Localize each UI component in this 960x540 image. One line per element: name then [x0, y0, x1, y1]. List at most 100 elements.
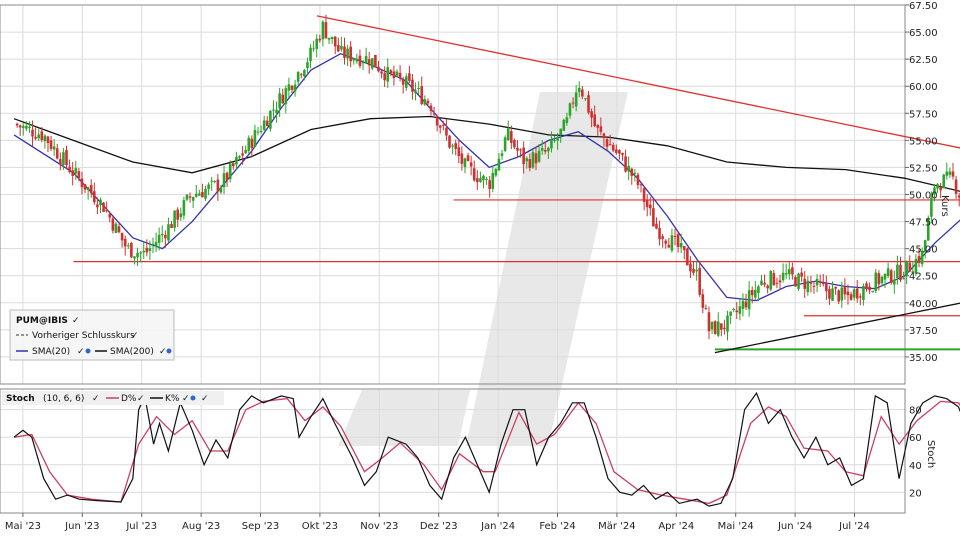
candle-body: [828, 289, 831, 299]
candle-body: [806, 280, 810, 293]
candle-body: [590, 111, 593, 118]
candle-body: [15, 123, 19, 126]
candle-body: [513, 140, 516, 148]
candle-body: [401, 79, 405, 85]
candle-body: [704, 308, 708, 310]
candle-body: [735, 310, 739, 313]
candle-body: [624, 156, 627, 172]
price-y-tick-label: 37.50: [909, 326, 938, 337]
candle-body: [318, 38, 322, 41]
candle-body: [123, 238, 127, 247]
candle-body: [599, 126, 603, 132]
stoch-y-axis: 20 40 60 80: [909, 406, 922, 500]
candle-body: [398, 72, 402, 79]
candle-body: [933, 187, 936, 195]
candle-body: [769, 271, 773, 290]
candle-body: [105, 209, 108, 212]
candle-body: [167, 224, 170, 241]
candle-body: [896, 264, 899, 278]
candle-body: [269, 110, 272, 129]
stoch-y-tick-label: 80: [909, 406, 922, 417]
candle-body: [451, 145, 454, 147]
candle-body: [618, 150, 621, 154]
x-tick-label: Jan '24: [480, 521, 515, 532]
candle-body: [951, 171, 955, 177]
price-y-tick-label: 35.00: [909, 353, 938, 364]
candle-body: [905, 260, 908, 276]
candle-body: [633, 172, 637, 174]
candle-body: [695, 269, 698, 272]
x-tick-label: Dez '23: [420, 521, 458, 532]
candle-body: [52, 146, 56, 150]
candle-body: [204, 189, 207, 199]
candle-body: [324, 22, 328, 39]
candle-body: [253, 130, 257, 148]
candle-body: [198, 193, 201, 196]
candle-body: [426, 100, 430, 104]
candle-body: [185, 194, 189, 200]
candle-body: [914, 258, 918, 274]
candle-body: [729, 311, 732, 316]
stoch-y-tick-label: 40: [909, 461, 922, 472]
candle-body: [330, 36, 334, 39]
candle-body: [750, 289, 754, 296]
candle-body: [315, 38, 319, 49]
price-legend: PUM@IBIS ✓ Vorheriger Schlusskurs ✓ SMA(…: [9, 309, 175, 361]
candle-body: [374, 54, 377, 68]
candle-body: [611, 144, 615, 151]
candle-body: [136, 252, 139, 258]
candle-body: [868, 286, 871, 291]
candle-body: [62, 152, 65, 166]
candle-body: [636, 174, 640, 185]
price-y-axis-label: Kurs: [939, 195, 950, 217]
candle-body: [293, 84, 297, 92]
candle-body: [757, 286, 760, 293]
candle-body: [608, 144, 612, 146]
candle-body: [957, 195, 960, 198]
candle-body: [225, 172, 229, 180]
candle-body: [482, 175, 485, 181]
candle-body: [420, 86, 424, 105]
price-legend-title: PUM@IBIS: [16, 316, 68, 326]
sma200-line: [13, 115, 960, 192]
candle-body: [741, 300, 745, 309]
candle-body: [476, 178, 479, 183]
candle-body: [778, 280, 782, 283]
candle-body: [194, 193, 198, 197]
candle-body: [716, 321, 720, 336]
candle-body: [210, 180, 213, 182]
candle-body: [852, 289, 856, 298]
candle-body: [877, 273, 881, 285]
candle-body: [883, 273, 887, 280]
candle-body: [550, 139, 553, 149]
price-y-tick-label: 55.00: [909, 136, 938, 147]
x-tick-label: Aug '23: [182, 521, 220, 532]
candle-body: [525, 158, 529, 162]
candle-body: [596, 124, 600, 128]
candle-body: [86, 187, 90, 191]
candle-body: [423, 99, 427, 105]
candle-body: [256, 131, 260, 133]
candle-body: [645, 199, 649, 208]
legend-entry-sma20: SMA(20): [32, 347, 70, 357]
candle-body: [460, 153, 464, 164]
candle-body: [411, 79, 414, 92]
legend-check-icon: ✓: [182, 394, 190, 404]
candle-body: [371, 58, 374, 69]
candle-body: [784, 273, 788, 275]
candle-body: [787, 269, 791, 275]
legend-settings-icon: [85, 348, 91, 354]
candle-body: [142, 250, 146, 253]
candle-body: [902, 278, 905, 280]
candle-body: [713, 321, 717, 334]
candle-body: [290, 85, 294, 90]
candle-body: [346, 48, 349, 59]
candle-body: [117, 226, 121, 233]
candle-body: [272, 109, 275, 111]
candle-body: [466, 155, 470, 161]
candle-body: [278, 93, 281, 109]
candle-body: [145, 247, 149, 253]
candle-body: [216, 179, 220, 192]
candle-body: [667, 244, 671, 248]
